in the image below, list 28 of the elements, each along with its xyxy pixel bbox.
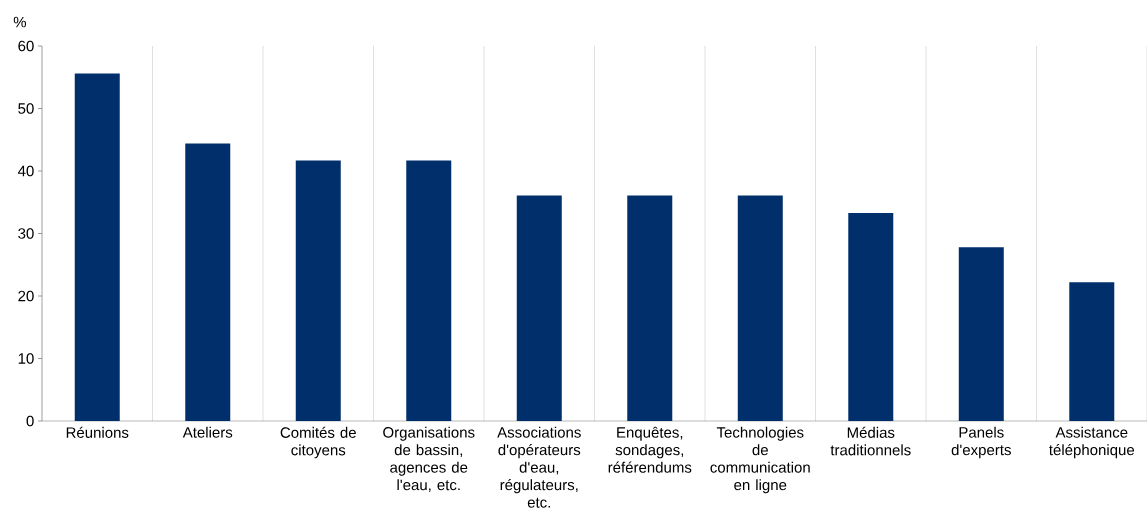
- bar: [516, 195, 562, 421]
- x-tick-label: Assistance téléphonique: [1049, 426, 1135, 459]
- x-tick-label: Médias traditionnels: [830, 426, 911, 456]
- bar: [1069, 282, 1115, 421]
- y-tick-label: 30: [18, 228, 34, 239]
- bar: [958, 247, 1004, 421]
- bar: [848, 212, 894, 421]
- bar: [74, 73, 120, 421]
- y-axis-title: %: [13, 16, 27, 28]
- x-tick-label: Ateliers: [182, 426, 233, 438]
- bar: [295, 160, 341, 421]
- x-tick-label: Associations d'opérateurs d'eau, régulateurs, etc.: [497, 426, 581, 508]
- bar: [185, 143, 231, 421]
- bar: [737, 195, 783, 421]
- y-tick-label: 50: [18, 103, 34, 114]
- y-tick-label: 0: [26, 415, 34, 427]
- x-tick-label: Panels d'experts: [951, 426, 1011, 459]
- x-tick-label: Comités de citoyens: [280, 426, 356, 459]
- y-tick-label: 10: [18, 353, 34, 364]
- x-tick-label: Technologies de communication en ligne: [710, 426, 810, 494]
- x-tick-label: Enquêtes, sondages, référendums: [608, 426, 692, 473]
- bar: [406, 160, 452, 421]
- bar: [627, 195, 673, 421]
- y-tick-label: 40: [17, 165, 34, 177]
- y-tick-label: 60: [18, 40, 34, 52]
- x-tick-label: Réunions: [66, 426, 129, 438]
- y-tick-label: 20: [18, 290, 34, 302]
- x-tick-label: Organisations de bassin, agences de l'eau, etc.: [383, 426, 475, 492]
